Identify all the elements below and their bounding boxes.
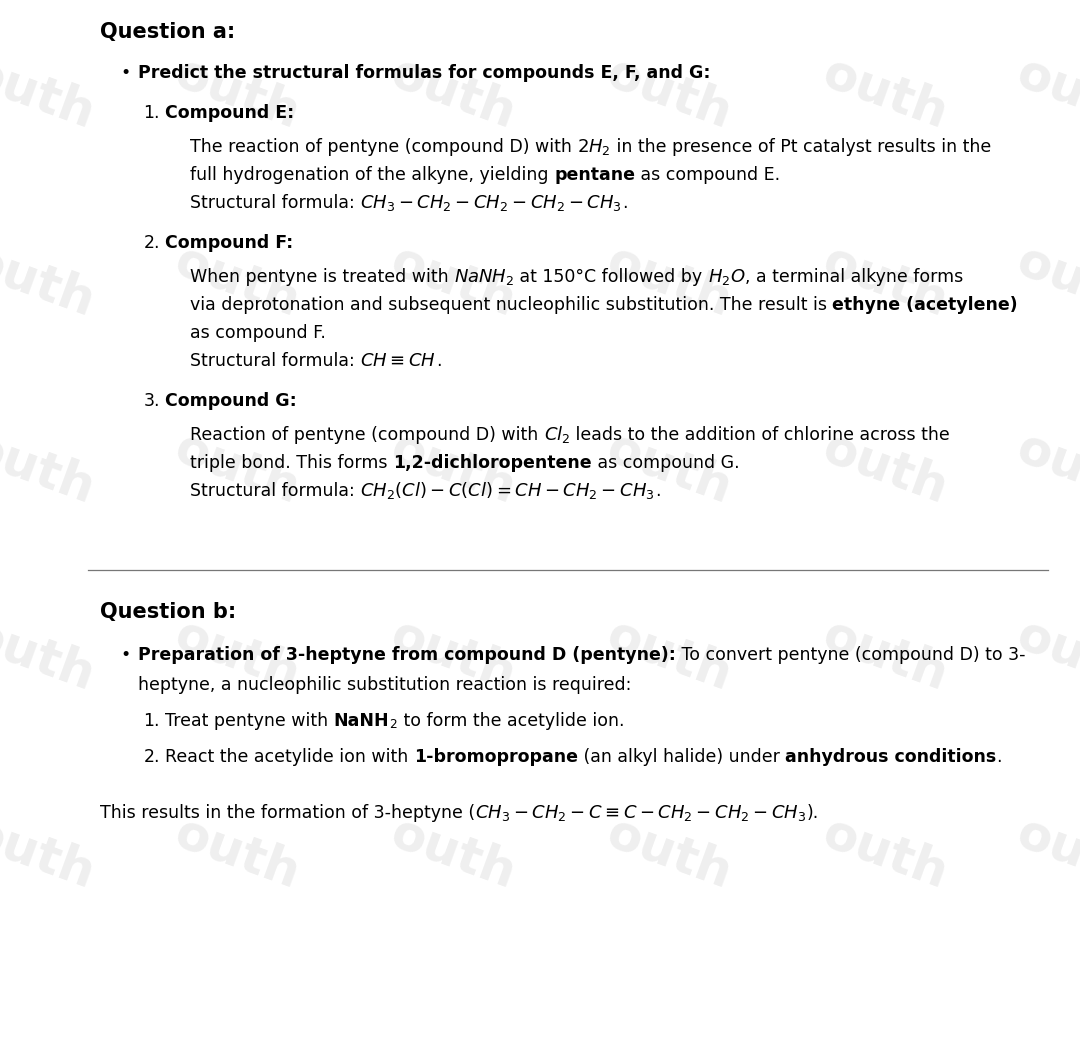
Text: Reaction of pentyne (compound D) with: Reaction of pentyne (compound D) with [190,426,543,445]
Text: Question a:: Question a: [100,22,235,42]
Text: ).: ). [807,804,819,822]
Text: outh: outh [600,236,739,326]
Text: The reaction of pentyne (compound D) with: The reaction of pentyne (compound D) wit… [190,138,578,156]
Text: 2.: 2. [144,234,160,252]
Text: in the presence of Pt catalyst results in the: in the presence of Pt catalyst results i… [611,138,991,156]
Text: When pentyne is treated with: When pentyne is treated with [190,268,454,286]
Text: $NaNH_2$: $NaNH_2$ [454,266,514,287]
Text: Predict the structural formulas for compounds E, F, and G:: Predict the structural formulas for comp… [138,64,711,82]
Text: outh: outh [600,611,739,701]
Text: at 150°C followed by: at 150°C followed by [514,268,708,286]
Text: triple bond. This forms: triple bond. This forms [190,454,393,472]
Text: Compound E:: Compound E: [165,104,294,122]
Text: 1-bromopropane: 1-bromopropane [414,748,578,766]
Text: as compound G.: as compound G. [592,454,739,472]
Text: outh: outh [384,611,523,701]
Text: anhydrous conditions: anhydrous conditions [785,748,997,766]
Text: .: . [622,194,627,212]
Text: Compound F:: Compound F: [165,234,294,252]
Text: outh: outh [0,809,102,898]
Text: outh: outh [600,424,739,513]
Text: as compound F.: as compound F. [190,324,326,342]
Text: outh: outh [816,809,955,898]
Text: outh: outh [384,809,523,898]
Text: .: . [997,748,1002,766]
Text: $_2$: $_2$ [389,713,397,731]
Text: Preparation of 3-heptyne from compound D (pentyne):: Preparation of 3-heptyne from compound D… [138,646,676,664]
Text: 1.: 1. [144,104,160,122]
Text: 2.: 2. [144,748,160,766]
Text: outh: outh [0,424,102,513]
Text: .: . [436,352,442,370]
Text: outh: outh [1011,611,1080,701]
Text: Compound G:: Compound G: [165,392,297,410]
Text: heptyne, a nucleophilic substitution reaction is required:: heptyne, a nucleophilic substitution rea… [138,676,632,694]
Text: as compound E.: as compound E. [635,166,780,184]
Text: ethyne (acetylene): ethyne (acetylene) [833,296,1018,314]
Text: 3.: 3. [144,392,160,410]
Text: 1.: 1. [144,712,160,730]
Text: Question b:: Question b: [100,602,237,623]
Text: $CH_3-CH_2-C\equiv C-CH_2-CH_2-CH_3$: $CH_3-CH_2-C\equiv C-CH_2-CH_2-CH_3$ [475,803,807,823]
Text: $CH \equiv CH$: $CH \equiv CH$ [361,352,436,370]
Text: outh: outh [600,809,739,898]
Text: $2H_2$: $2H_2$ [578,137,611,157]
Text: outh: outh [1011,809,1080,898]
Text: outh: outh [0,236,102,326]
Text: 1,2-dichloropentene: 1,2-dichloropentene [393,454,592,472]
Text: Treat pentyne with: Treat pentyne with [165,712,334,730]
Text: outh: outh [1011,49,1080,138]
Text: via deprotonation and subsequent nucleophilic substitution. The result is: via deprotonation and subsequent nucleop… [190,296,833,314]
Text: outh: outh [0,49,102,138]
Text: $CH_3-CH_2-CH_2-CH_2-CH_3$: $CH_3-CH_2-CH_2-CH_2-CH_3$ [361,193,622,213]
Text: outh: outh [168,809,307,898]
Text: Structural formula:: Structural formula: [190,482,361,500]
Text: outh: outh [816,424,955,513]
Text: outh: outh [816,611,955,701]
Text: To convert pentyne (compound D) to 3-: To convert pentyne (compound D) to 3- [676,646,1025,664]
Text: , a terminal alkyne forms: , a terminal alkyne forms [745,268,963,286]
Text: outh: outh [600,49,739,138]
Text: React the acetylide ion with: React the acetylide ion with [165,748,414,766]
Text: Structural formula:: Structural formula: [190,352,361,370]
Text: full hydrogenation of the alkyne, yielding: full hydrogenation of the alkyne, yieldi… [190,166,554,184]
Text: outh: outh [168,236,307,326]
Text: outh: outh [1011,424,1080,513]
Text: pentane: pentane [554,166,635,184]
Text: outh: outh [168,49,307,138]
Text: •: • [120,64,131,82]
Text: outh: outh [384,49,523,138]
Text: $Cl_2$: $Cl_2$ [543,424,570,445]
Text: outh: outh [816,236,955,326]
Text: NaNH: NaNH [334,712,389,730]
Text: •: • [120,646,131,664]
Text: (an alkyl halide) under: (an alkyl halide) under [578,748,785,766]
Text: outh: outh [384,424,523,513]
Text: outh: outh [816,49,955,138]
Text: $H_2O$: $H_2O$ [708,266,745,287]
Text: $CH_2(Cl)-C(Cl)=CH-CH_2-CH_3$: $CH_2(Cl)-C(Cl)=CH-CH_2-CH_3$ [361,480,654,501]
Text: .: . [654,482,660,500]
Text: leads to the addition of chlorine across the: leads to the addition of chlorine across… [570,426,949,445]
Text: Structural formula:: Structural formula: [190,194,361,212]
Text: outh: outh [1011,236,1080,326]
Text: outh: outh [168,424,307,513]
Text: to form the acetylide ion.: to form the acetylide ion. [397,712,624,730]
Text: outh: outh [0,611,102,701]
Text: This results in the formation of 3-heptyne (: This results in the formation of 3-hepty… [100,804,475,822]
Text: outh: outh [384,236,523,326]
Text: outh: outh [168,611,307,701]
